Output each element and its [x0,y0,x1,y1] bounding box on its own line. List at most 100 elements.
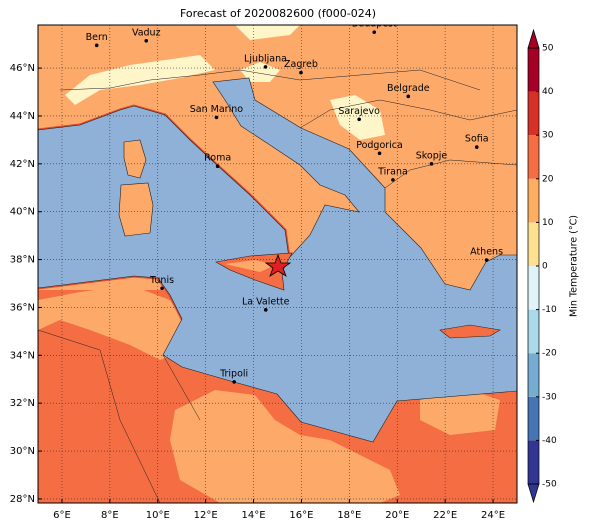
colorbar-segment [528,48,539,92]
sardinia [118,182,154,237]
map-frame [37,24,518,504]
city-label: La Valette [242,296,290,307]
city-dot [484,258,489,262]
grid [38,25,517,503]
colorbar-tick-label: 10 [542,218,554,228]
y-tick-label: 42°N [10,159,35,170]
alps-cold [65,55,215,105]
colorbar-extend [527,483,540,504]
city-label: Skopje [416,150,448,161]
city-label: Sarajevo [338,106,380,117]
colorbar: -50 -40 -30 -20 -10 0 10 20 30 40 50 Min Temperatur… [527,28,580,504]
y-tick-label: 40°N [10,207,35,218]
colorbar-label: Min Temperature (°C) [569,215,580,317]
city-dot [144,38,149,43]
x-tick-label: 10°E [146,510,170,521]
colorbar-segment [528,440,539,484]
balkan-cold [330,95,385,140]
colorbar-tick-label: -20 [542,349,557,359]
colorbar-extend [527,28,540,49]
city-dot [94,43,99,48]
y-tick-label: 28°N [10,494,35,505]
cold-patch [235,25,300,40]
x-tick-label: 16°E [289,510,313,521]
city-dot [160,286,164,291]
colorbar-tick-label: -30 [542,392,557,402]
colorbar-tick-label: 40 [542,87,554,97]
colorbar-tick-label: 30 [542,131,554,141]
sahara-warm [170,390,400,503]
y-tick-label: 36°N [10,302,35,313]
city-label: Tunis [149,275,174,286]
colorbar-segment [528,222,539,266]
star-marker [264,253,292,277]
alps-land [38,25,200,90]
city-label: Tirana [377,166,408,177]
y-tick-label: 30°N [10,446,35,457]
y-tick-label: 32°N [10,398,35,409]
city-dot [429,162,434,166]
city-dot [214,115,219,120]
colorbar-tick-label: 20 [542,174,554,184]
cold-patch [240,62,280,82]
x-tick-label: 22°E [433,510,457,521]
x-tick-label: 8°E [101,510,119,521]
colorbar-tick-label: -50 [542,480,557,490]
colorbar-tick-label: -40 [542,436,557,446]
city-dot [299,70,303,75]
city-label: Belgrade [387,83,430,94]
sicily-warm [225,260,275,272]
city-dot [406,94,411,99]
colorbar-segment [528,309,539,354]
city-label: Roma [204,153,231,164]
x-tick-label: 12°E [194,510,218,521]
corsica [123,139,147,179]
y-tick-label: 34°N [10,350,35,361]
y-tick-label: 38°N [10,255,35,266]
city-dot [215,164,220,169]
city-label: San Marino [190,104,243,115]
city-dot [391,178,395,182]
colorbar-segment [528,178,539,223]
city-label: Tripoli [219,368,248,379]
city-dot [357,117,361,122]
city-dot [372,30,377,34]
x-tick-label: 20°E [385,510,409,521]
city-label: Ljubljana [244,53,287,64]
city-label: Athens [470,247,503,258]
x-tick-label: 14°E [242,510,266,521]
city-label: Podgorica [356,140,403,151]
city-dot [263,65,268,69]
x-tick-label: 18°E [337,510,361,521]
colorbar-tick-label: 50 [542,44,554,54]
city-label: Budapest [352,19,397,30]
africa-warm [38,285,190,360]
colorbar-segment [528,396,539,441]
sicily [215,252,293,291]
y-tick-label: 44°N [10,111,35,122]
city-label: Bern [86,32,108,43]
city-dot [263,308,268,312]
colorbar-segment [528,353,539,397]
borders [38,69,517,503]
city-label: Vaduz [132,27,161,38]
colorbar-segment [528,91,539,136]
x-tick-label: 6°E [53,510,71,521]
colorbar-tick-label: 0 [542,262,548,272]
city-dot [232,380,236,384]
city-dot [377,151,382,156]
colorbar-segment [528,266,539,310]
sahara-warm [420,390,500,435]
city-label: Zagreb [284,59,318,70]
x-tick-label: 24°E [481,510,505,521]
y-tick-label: 46°N [10,63,35,74]
crete [439,324,501,339]
colorbar-segment [528,135,539,179]
city-label: Sofia [465,134,489,145]
city-dot [474,145,479,149]
title: Forecast of 2020082600 (f000-024) [180,7,376,20]
colorbar-tick-label: -10 [542,305,557,315]
